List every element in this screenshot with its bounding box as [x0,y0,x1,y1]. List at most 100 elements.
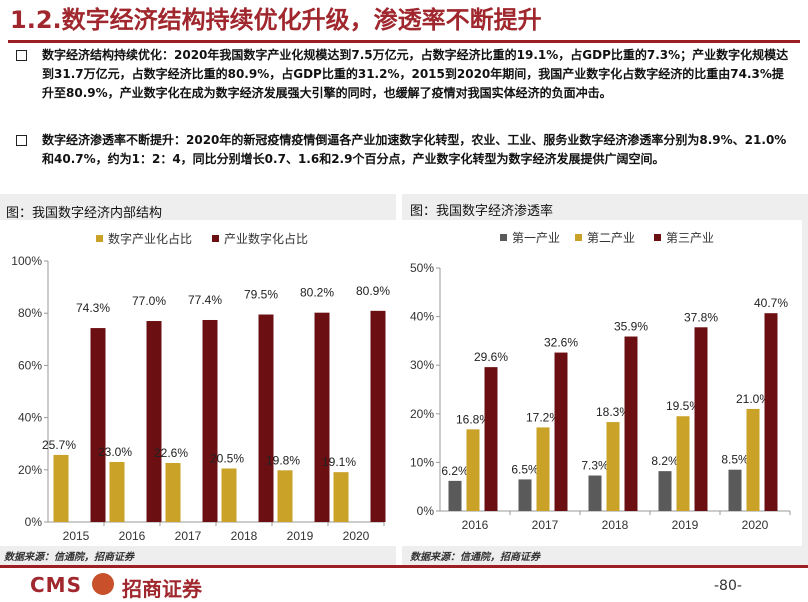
y-tick-label: 40% [18,411,42,425]
bar [658,471,672,511]
bar [202,319,218,522]
x-tick-label: 2017 [532,518,559,532]
data-label: 18.3% [596,405,630,419]
data-label: 6.2% [441,464,469,478]
legend-label: 产业数字化占比 [224,231,308,246]
x-tick-label: 2020 [343,529,370,543]
bar [554,352,568,511]
data-label: 35.9% [614,320,648,334]
x-tick-label: 2017 [175,529,202,543]
y-tick-label: 50% [410,261,434,275]
page-number: -80- [714,578,742,594]
bar [728,469,742,511]
bar [109,461,125,522]
bar [221,468,237,522]
data-label: 19.1% [322,455,356,469]
y-tick-label: 0% [417,504,435,518]
data-label: 80.9% [356,284,390,298]
y-tick-label: 20% [410,407,434,421]
left-chart: 0% 20% 40% 60% 80% 100% 2015 25.7% 74.3% 2016 23.0… [11,231,390,543]
bar [90,328,106,522]
y-tick-label: 40% [410,310,434,324]
title-divider [8,40,800,43]
logo-company: 招商证券 [122,577,202,601]
bullet-structure: 数字经济结构持续优化：2020年我国数字产业化规模达到7.5万亿元，占数字经济比… [16,46,792,103]
y-tick-label: 30% [410,358,434,372]
brand-mark-icon [92,573,114,595]
data-label: 77.0% [132,294,166,308]
data-label: 40.7% [754,296,788,310]
bar [258,314,274,522]
left-chart-area: 0% 20% 40% 60% 80% 100% 2015 25.7% 74.3% 2016 23.0… [0,220,396,546]
data-label: 74.3% [76,301,110,315]
legend-swatch [96,235,103,242]
square-bullet-icon [16,50,27,61]
data-label: 32.6% [544,336,578,350]
data-label: 21.0% [736,392,770,406]
data-label: 77.4% [188,293,222,307]
bar [484,367,498,511]
data-label: 79.5% [244,288,278,302]
logo-cms: CMS [30,573,82,597]
data-label: 19.5% [666,399,700,413]
legend-label: 第二产业 [587,231,635,245]
right-figure-label: 图：我国数字经济渗透率 [410,204,554,219]
x-tick-label: 2016 [119,529,146,543]
y-tick-label: 10% [410,455,434,469]
bar [746,408,760,511]
left-figure-label: 图：我国数字经济内部结构 [6,206,163,221]
x-tick-label: 2020 [742,518,769,532]
y-tick-label: 100% [11,254,42,268]
data-label: 25.7% [42,438,76,452]
data-label: 80.2% [300,286,334,300]
left-source: 数据来源：信通院，招商证券 [4,552,134,563]
data-label: 37.8% [684,310,718,324]
x-tick-label: 2018 [602,518,629,532]
legend-swatch [575,234,582,241]
data-label: 20.5% [210,451,244,465]
data-label: 19.8% [266,453,300,467]
bar [588,475,602,511]
x-tick-label: 2018 [231,529,258,543]
legend-swatch [212,235,219,242]
data-label: 16.8% [456,412,490,426]
legend-swatch [500,234,507,241]
bar [314,312,330,522]
y-tick-label: 0% [25,515,43,529]
y-tick-label: 20% [18,463,42,477]
bullet-penetration-text: 数字经济渗透率不断提升：2020年的新冠疫情疫情倒逼各产业加速数字化转型，农业、… [42,133,787,166]
bar [764,313,778,511]
bar [53,454,69,522]
right-chart: 0% 10% 20% 30% 40% 50% 2016 6.2% 16.8% 29.6% 2017 6… [410,231,791,532]
data-label: 8.5% [721,453,749,467]
data-label: 8.2% [651,454,679,468]
y-tick-label: 80% [18,306,42,320]
bar [676,416,690,511]
legend-label: 第三产业 [666,231,714,245]
bar [448,480,462,511]
bar [606,422,620,511]
bar [146,321,162,522]
data-label: 23.0% [98,445,132,459]
bar [466,429,480,511]
data-label: 7.3% [581,459,609,473]
bar [370,310,386,522]
bar [694,327,708,511]
data-label: 22.6% [154,446,188,460]
bullet-penetration: 数字经济渗透率不断提升：2020年的新冠疫情疫情倒逼各产业加速数字化转型，农业、… [16,131,792,169]
right-source: 数据来源：信通院，招商证券 [410,552,540,563]
data-label: 29.6% [474,350,508,364]
x-tick-label: 2019 [287,529,314,543]
x-tick-label: 2015 [63,529,90,543]
bar [333,472,349,522]
y-tick-label: 60% [18,358,42,372]
bar [536,427,550,511]
footer-divider [0,565,808,568]
bullet-structure-text: 数字经济结构持续优化：2020年我国数字产业化规模达到7.5万亿元，占数字经济比… [42,48,789,100]
bar [277,470,293,522]
legend-swatch [654,234,661,241]
legend-label: 第一产业 [512,231,560,245]
x-tick-label: 2016 [462,518,489,532]
data-label: 17.2% [526,410,560,424]
right-chart-area: 0% 10% 20% 30% 40% 50% 2016 6.2% 16.8% 29.6% 2017 6… [402,220,802,546]
